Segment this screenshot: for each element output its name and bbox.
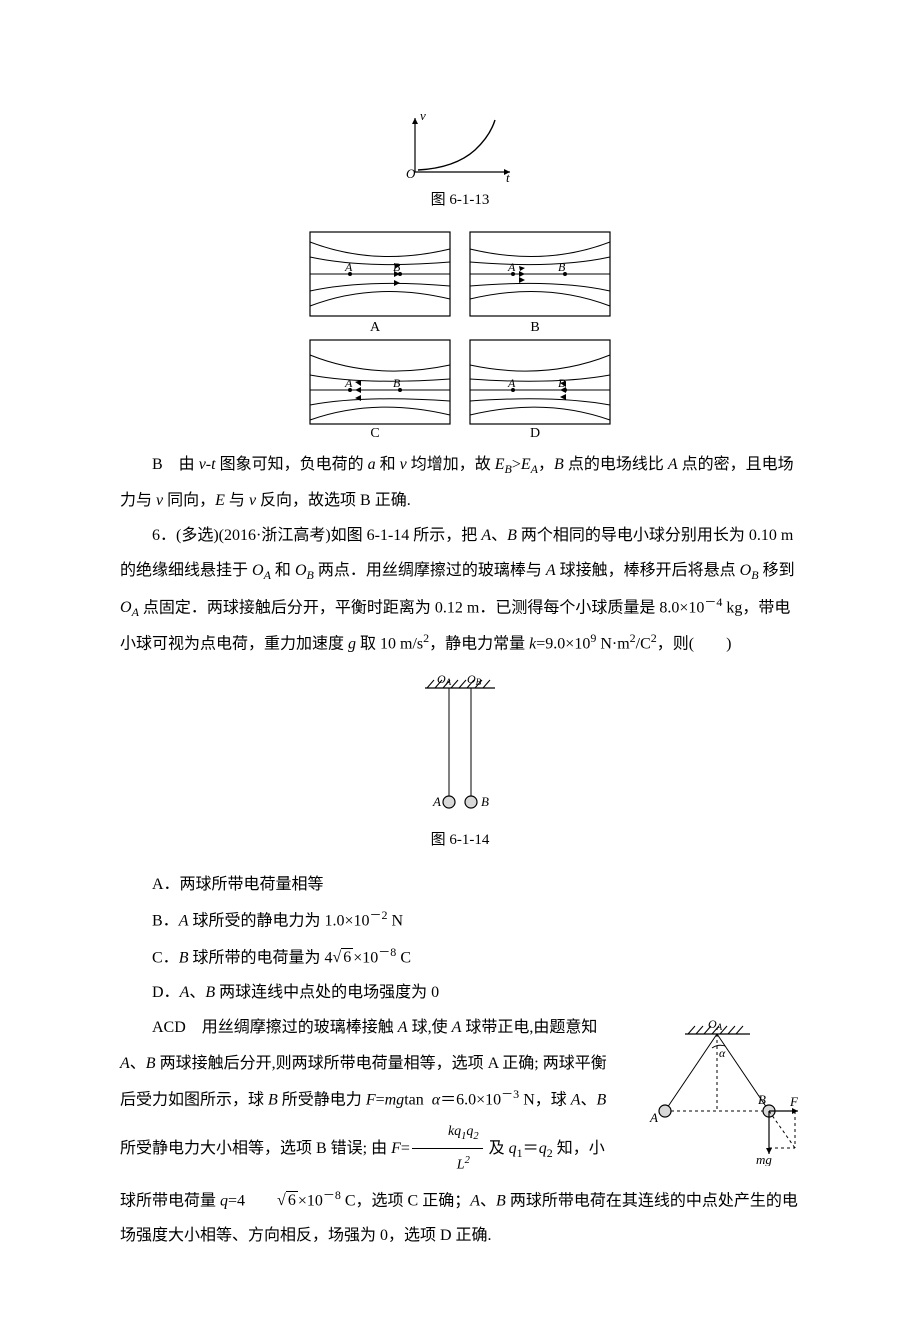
svg-text:t: t [506,170,510,182]
opt-b: B．A 球所受的静电力为 1.0×10－2 N [152,902,800,939]
svg-text:A: A [649,1110,658,1125]
fig-6-1-14: OA OB A B [405,672,515,822]
svg-text:B: B [758,1092,766,1107]
q6-stem: 6．(多选)(2016·浙江高考)如图 6-1-14 所示，把 A、B 两个相同… [120,518,800,662]
solution-block: OA α A B F mg ACD 用丝绸摩擦过的玻璃棒接触 A 球,使 A 球… [120,1010,800,1253]
svg-text:B: B [481,794,489,809]
fig-6-1-14-caption: 图 6-1-14 [431,824,490,857]
svg-text:O: O [406,166,416,181]
svg-text:F: F [789,1094,799,1109]
force-diagram: OA α A B F mg [630,1016,800,1166]
svg-text:A: A [344,376,353,390]
vt-graph-caption: 图 6-1-13 [431,184,490,217]
svg-text:OB: OB [467,672,482,687]
svg-text:B: B [530,320,539,335]
svg-text:mg: mg [756,1152,772,1166]
svg-text:B: B [558,260,566,274]
opt-c: C．B 球所带的电荷量为 46×10－8 C [152,939,800,976]
field-panels: A B A A B B [305,227,615,437]
svg-text:OA: OA [437,672,452,687]
svg-text:A: A [432,794,441,809]
opt-a: A．两球所带电荷量相等 [152,867,800,902]
fig-6-1-14-block: OA OB A B 图 6-1-14 [120,672,800,857]
answer-b-para: B 由 v-t 图象可知，负电荷的 a 和 v 均增加，故 EB>EA，B 点的… [120,447,800,518]
svg-text:C: C [370,426,379,437]
vt-graph-block: O v t 图 6-1-13 [120,110,800,217]
answer-b-label: B 由 v-t 图象可知，负电荷的 a 和 v 均增加，故 EB>EA，B 点的… [120,456,794,509]
field-panels-block: A B A A B B [120,227,800,437]
svg-text:D: D [530,426,540,437]
svg-text:B: B [393,260,401,274]
svg-text:A: A [507,260,516,274]
opt-d: D．A、B 两球连线中点处的电场强度为 0 [152,975,800,1010]
svg-text:B: B [558,376,566,390]
vt-graph: O v t [400,110,520,182]
svg-text:A: A [370,320,381,335]
svg-text:v: v [420,110,426,123]
svg-text:B: B [393,376,401,390]
svg-text:A: A [344,260,353,274]
svg-text:A: A [507,376,516,390]
svg-text:OA: OA [708,1017,723,1032]
svg-text:α: α [719,1046,726,1060]
